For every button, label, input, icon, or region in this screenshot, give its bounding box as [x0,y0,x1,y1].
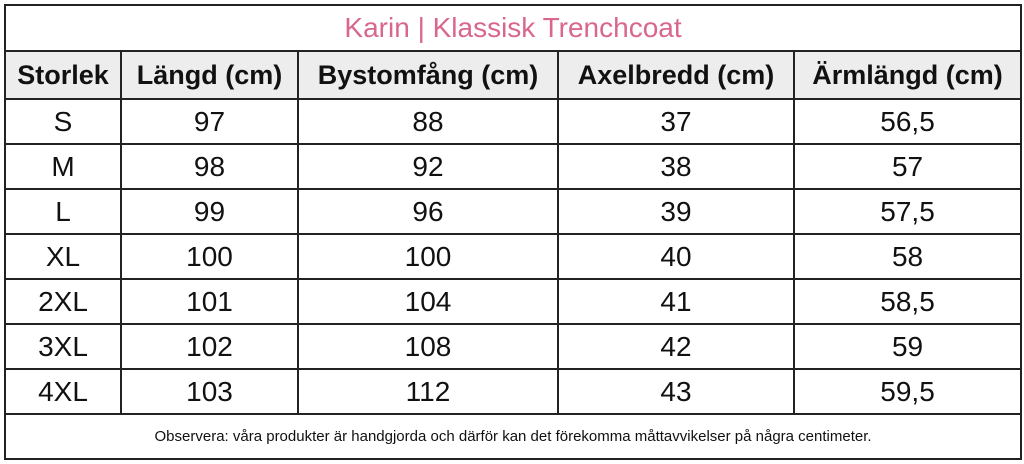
measure-cell: 39 [557,188,795,235]
measure-cell: 57,5 [792,188,1023,235]
size-cell: 4XL [4,368,122,415]
size-cell: S [4,98,122,145]
measure-cell: 100 [297,233,559,280]
footer-note: Observera: våra produkter är handgjorda … [3,413,1023,460]
measure-cell: 37 [557,98,795,145]
size-cell: M [4,143,122,190]
measure-cell: 58 [792,233,1023,280]
size-row: M 98 92 38 57 [4,143,1023,190]
measure-cell: 42 [557,323,795,370]
measure-cell: 97 [120,98,299,145]
column-header: Storlek [4,50,122,100]
measure-cell: 58,5 [792,278,1023,325]
measure-cell: 92 [297,143,559,190]
header-row: Storlek Längd (cm) Bystomfång (cm) Axelbred… [4,50,1023,100]
measure-cell: 100 [120,233,299,280]
measure-cell: 108 [297,323,559,370]
size-row: S 97 88 37 56,5 [4,98,1023,145]
size-table: Karin | Klassisk Trenchcoat Storlek Längd… [3,4,1023,460]
size-row: L 99 96 39 57,5 [4,188,1023,235]
measure-cell: 99 [120,188,299,235]
measure-cell: 41 [557,278,795,325]
measure-cell: 112 [297,368,559,415]
measure-cell: 40 [557,233,795,280]
column-header: Längd (cm) [120,50,299,100]
measure-cell: 102 [120,323,299,370]
size-row: 3XL 102 108 42 59 [4,323,1023,370]
size-row: 4XL 103 112 43 59,5 [4,368,1023,415]
size-cell: XL [4,233,122,280]
measure-cell: 101 [120,278,299,325]
size-row: 2XL 101 104 41 58,5 [4,278,1023,325]
measure-cell: 59 [792,323,1023,370]
size-cell: L [4,188,122,235]
measure-cell: 98 [120,143,299,190]
measure-cell: 96 [297,188,559,235]
column-header: Ärmlängd (cm) [792,50,1023,100]
measure-cell: 103 [120,368,299,415]
measure-cell: 38 [557,143,795,190]
measure-cell: 59,5 [792,368,1023,415]
column-header: Bystomfång (cm) [297,50,559,100]
measure-cell: 88 [297,98,559,145]
table-title: Karin | Klassisk Trenchcoat [3,4,1023,52]
measure-cell: 56,5 [792,98,1023,145]
size-row: XL 100 100 40 58 [4,233,1023,280]
column-header: Axelbredd (cm) [557,50,795,100]
measure-cell: 104 [297,278,559,325]
table-body: S 97 88 37 56,5 M 98 92 38 57 L 99 96 39 57,5 XL 100 100 4… [4,98,1023,415]
size-cell: 3XL [4,323,122,370]
measure-cell: 57 [792,143,1023,190]
size-cell: 2XL [4,278,122,325]
measure-cell: 43 [557,368,795,415]
